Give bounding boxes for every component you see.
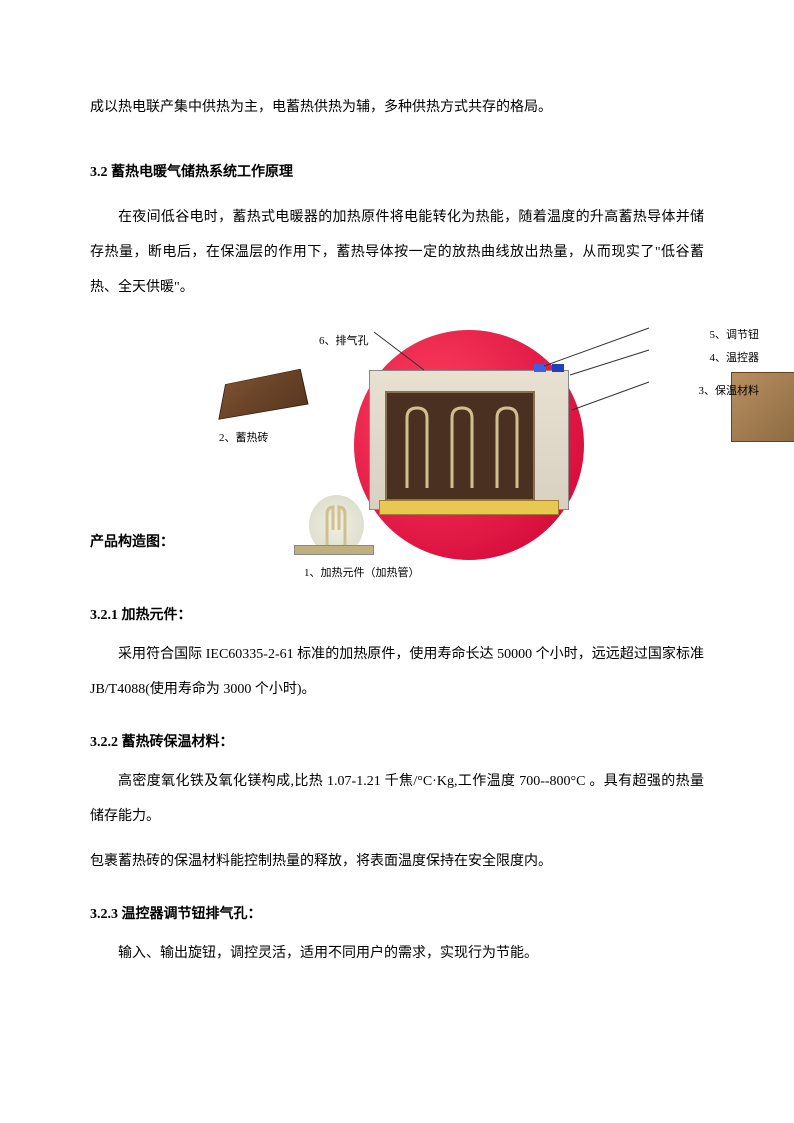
section-3-2-title: 3.2 蓄热电暖气储热系统工作原理 — [90, 155, 704, 190]
bottom-element-bar — [294, 545, 374, 555]
heater-brick-area — [385, 391, 535, 501]
heater-body — [369, 370, 569, 510]
label-4: 4、温控器 — [710, 345, 760, 373]
section-3-2-body: 在夜间低谷电时，蓄热式电暖器的加热原件将电能转化为热能，随着温度的升高蓄热导体并… — [90, 200, 704, 305]
label-1: 1、加热元件（加热管） — [304, 560, 420, 588]
heating-element-2 — [447, 403, 477, 493]
section-3-2-2-title: 3.2.2 蓄热砖保温材料： — [90, 725, 704, 760]
control-knob-2 — [552, 364, 564, 372]
brick-sample — [218, 369, 308, 420]
heating-element-3 — [492, 403, 522, 493]
label-3: 3、保温材料 — [699, 378, 760, 406]
control-knob-1 — [534, 364, 546, 372]
diagram-caption: 产品构造图： — [90, 525, 174, 580]
section-3-2-2-body2: 包裹蓄热砖的保温材料能控制热量的释放，将表面温度保持在安全限度内。 — [90, 844, 704, 879]
section-3-2-1-body: 采用符合国际 IEC60335-2-61 标准的加热原件，使用寿命长达 5000… — [90, 637, 704, 707]
section-3-2-3-body: 输入、输出旋钮，调控灵活，适用不同用户的需求，实现行为节能。 — [90, 936, 704, 971]
diagram-container: 产品构造图： — [90, 320, 704, 580]
label-6: 6、排气孔 — [319, 328, 369, 356]
section-3-2-1-title: 3.2.1 加热元件： — [90, 598, 704, 633]
section-3-2-3-title: 3.2.3 温控器调节钮排气孔： — [90, 897, 704, 932]
label-2: 2、蓄热砖 — [219, 425, 269, 453]
section-3-2-2-body1: 高密度氧化铁及氧化镁构成,比热 1.07-1.21 千焦/°C·Kg,工作温度 … — [90, 764, 704, 834]
product-diagram: 6、排气孔 5、调节钮 4、温控器 3、保温材料 2、蓄热砖 1、加热元件（加热… — [174, 320, 654, 580]
heater-base — [379, 500, 559, 515]
heating-element-1 — [402, 403, 432, 493]
intro-paragraph: 成以热电联产集中供热为主，电蓄热供热为辅，多种供热方式共存的格局。 — [90, 90, 704, 125]
